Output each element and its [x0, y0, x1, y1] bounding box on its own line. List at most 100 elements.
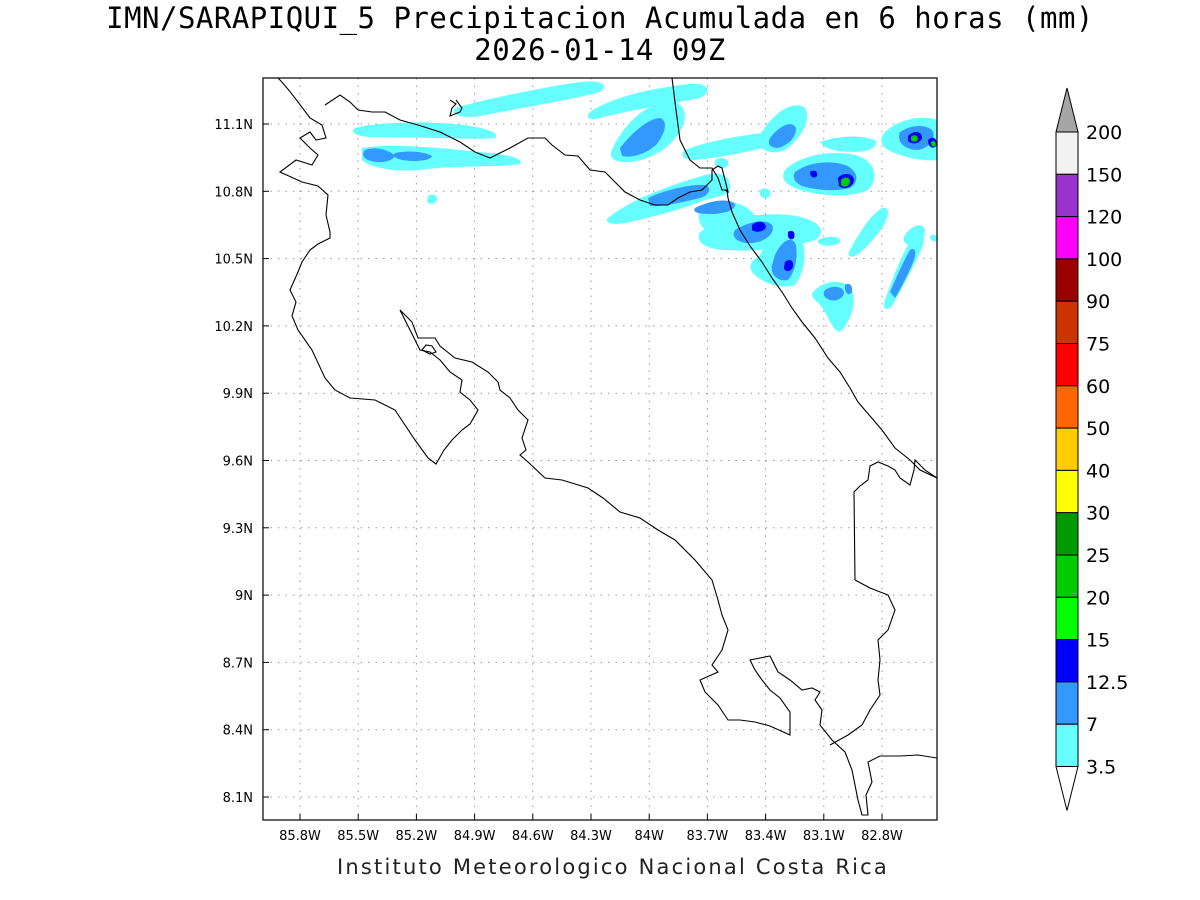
- precip-peak-east-2: [810, 170, 818, 178]
- lat-tick-label: 10.2N: [214, 320, 253, 335]
- lon-tick-label: 83.7W: [686, 829, 728, 844]
- precip-band-coast-2: [682, 131, 782, 160]
- colorbar-label: 50: [1086, 418, 1110, 440]
- colorbar-swatch: [1055, 385, 1079, 429]
- precip-core-coast: [694, 200, 736, 214]
- precip-core-east-1: [768, 124, 796, 148]
- precip-core-west: [363, 148, 395, 163]
- precip-streak-east-1: [848, 207, 888, 257]
- colorbar-swatch: [1055, 131, 1079, 175]
- colorbar-swatch: [1055, 173, 1079, 218]
- precip-core-caribbean: [648, 184, 710, 207]
- precip-core-west-2: [393, 151, 432, 161]
- lat-tick-label: 10.8N: [214, 185, 253, 200]
- lon-tick-label: 85.2W: [395, 829, 437, 844]
- title-line-1: IMN/SARAPIQUI_5 Precipitacion Acumulada …: [106, 1, 1094, 35]
- pacific-coastline: [277, 78, 937, 816]
- colorbar-top-arrow: [1055, 87, 1079, 133]
- lat-tick-label: 10.5N: [214, 253, 253, 268]
- colorbar-label: 90: [1086, 291, 1110, 313]
- lon-tick-label: 82.8W: [861, 829, 903, 844]
- lat-tick-label: 8.4N: [223, 724, 253, 739]
- colorbar: 200 150 120 100 90 75 60 50 40 30 25 20 15 12.5 7 3.5: [1055, 87, 1128, 811]
- precip-spot-1: [427, 194, 438, 204]
- colorbar-label: 25: [1086, 545, 1110, 567]
- lon-tick-label: 84.6W: [512, 829, 554, 844]
- lon-tick-label: 85.5W: [337, 829, 379, 844]
- caribbean-coastline: [671, 78, 937, 479]
- colorbar-label: 20: [1086, 587, 1110, 609]
- chira-island: [421, 344, 437, 355]
- lat-tick-label: 11.1N: [214, 118, 253, 133]
- colorbar-swatch: [1055, 723, 1079, 768]
- precip-core-spot: [844, 283, 853, 295]
- precip-max-east: [841, 177, 850, 187]
- title-line-2: 2026-01-14 09Z: [474, 33, 726, 67]
- colorbar-label: 60: [1086, 376, 1110, 398]
- precip-band-north: [453, 81, 604, 117]
- colorbar-swatch: [1055, 681, 1079, 725]
- lon-tick-label: 84W: [634, 829, 664, 844]
- precip-peak-talamanca: [784, 259, 794, 272]
- plot-frame: [262, 77, 938, 821]
- colorbar-label: 3.5: [1086, 757, 1116, 779]
- colorbar-swatch: [1055, 343, 1079, 387]
- lon-tick-label: 83.4W: [745, 829, 787, 844]
- precip-core-talamanca: [771, 239, 797, 281]
- colorbar-swatch: [1055, 596, 1079, 641]
- precip-max-far-east: [911, 135, 918, 142]
- colorbar-swatch: [1055, 258, 1079, 302]
- colorbar-swatch: [1055, 639, 1079, 683]
- lat-tick-label: 9N: [235, 589, 253, 604]
- footer-credit: Instituto Meteorologico Nacional Costa R…: [337, 855, 889, 879]
- precip-streak-east-3: [903, 225, 926, 245]
- lon-tick-label: 85.8W: [279, 829, 321, 844]
- colorbar-label: 15: [1086, 630, 1110, 652]
- colorbar-swatch: [1055, 300, 1079, 345]
- colorbar-swatch: [1055, 427, 1079, 471]
- lat-tick-label: 8.7N: [223, 656, 253, 671]
- lon-tick-label: 84.3W: [570, 829, 612, 844]
- precip-peak-talamanca-2: [787, 230, 795, 240]
- precip-spot-5: [930, 234, 937, 242]
- map-title: IMN/SARAPIQUI_5 Precipitacion Acumulada …: [0, 2, 1200, 66]
- colorbar-label: 40: [1086, 460, 1110, 482]
- precip-band-northeast: [587, 83, 708, 120]
- lat-tick-label: 9.6N: [223, 455, 253, 470]
- panama-border: [853, 458, 937, 581]
- lat-tick-label: 9.9N: [223, 387, 253, 402]
- colorbar-label: 75: [1086, 334, 1110, 356]
- colorbar-label: 30: [1086, 503, 1110, 525]
- lon-tick-label: 83.1W: [803, 829, 845, 844]
- colorbar-label: 7: [1086, 714, 1098, 736]
- axis-ticks: 11.1N 10.8N 10.5N 10.2N 9.9N 9.6N 9.3N 9N 8.7N 8.…: [214, 118, 903, 844]
- colorbar-swatch: [1055, 216, 1079, 260]
- colorbar-swatch: [1055, 512, 1079, 556]
- precip-peak-limon: [752, 221, 766, 232]
- precip-spot-3: [818, 236, 841, 246]
- precip-core-sixaola: [823, 286, 844, 301]
- precip-max-far-east-2: [931, 141, 936, 147]
- precip-band-east-3: [820, 136, 877, 152]
- colorbar-swatch: [1055, 554, 1079, 598]
- precip-spot-4: [759, 188, 771, 199]
- precipitation-field: [353, 81, 937, 332]
- lake-nicaragua-shore: [449, 99, 463, 117]
- lat-tick-label: 9.3N: [223, 522, 253, 537]
- colorbar-bottom-arrow: [1055, 766, 1079, 811]
- colorbar-label: 200: [1086, 122, 1122, 144]
- precip-band-north-west: [353, 122, 497, 139]
- colorbar-label: 150: [1086, 164, 1122, 186]
- nicaragua-border: [324, 94, 729, 206]
- colorbar-label: 12.5: [1086, 672, 1128, 694]
- precip-core-streak: [890, 248, 916, 298]
- lon-tick-label: 84.9W: [454, 829, 496, 844]
- colorbar-swatch: [1055, 469, 1079, 514]
- colorbar-label: 100: [1086, 249, 1122, 271]
- coastlines: [277, 78, 937, 816]
- lat-tick-label: 8.1N: [223, 791, 253, 806]
- golfo-dulce-coast: [829, 579, 896, 746]
- precip-core-tortuguero: [620, 118, 665, 157]
- colorbar-label: 120: [1086, 207, 1122, 229]
